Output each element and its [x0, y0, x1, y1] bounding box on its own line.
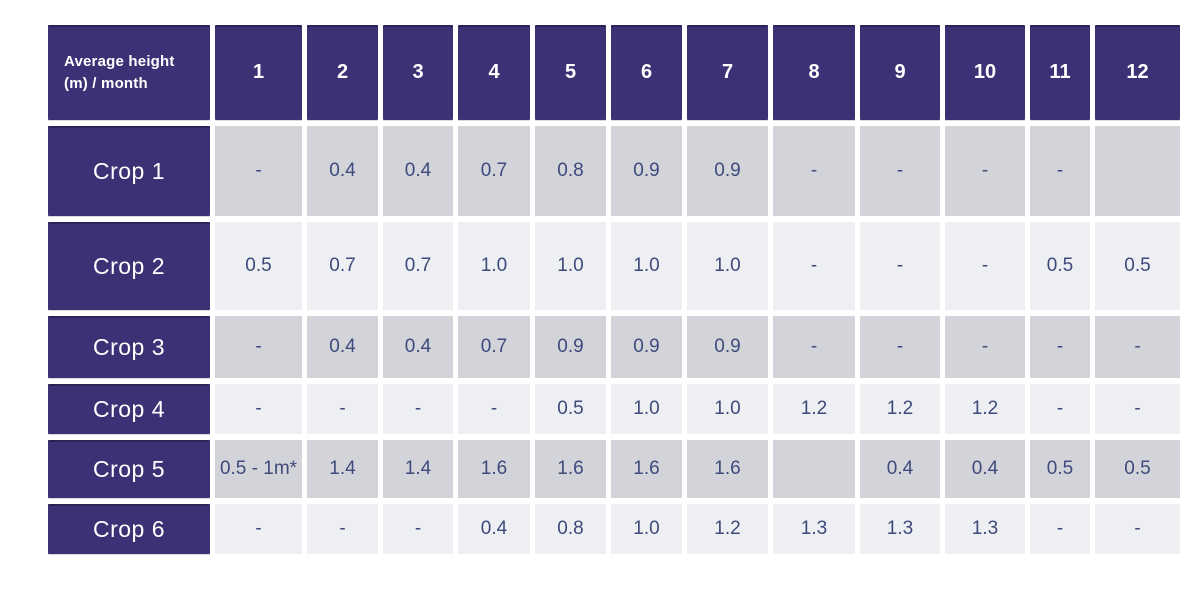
value-cell: 0.9 — [687, 316, 768, 378]
value-cell: 1.0 — [611, 222, 682, 310]
value-cell: - — [1030, 384, 1090, 434]
value-cell: - — [383, 504, 453, 554]
month-header: 6 — [611, 25, 682, 120]
value-cell: 0.4 — [860, 440, 940, 498]
value-cell: 0.5 — [1030, 222, 1090, 310]
row-label: Crop 1 — [48, 126, 210, 216]
value-cell: 0.7 — [458, 316, 530, 378]
value-cell: 0.5 — [1095, 440, 1180, 498]
value-cell: - — [860, 222, 940, 310]
value-cell: 1.3 — [773, 504, 855, 554]
value-cell: 0.7 — [383, 222, 453, 310]
value-cell — [1095, 126, 1180, 216]
value-cell: 0.4 — [383, 316, 453, 378]
row-label: Crop 6 — [48, 504, 210, 554]
value-cell: - — [945, 316, 1025, 378]
month-header: 10 — [945, 25, 1025, 120]
value-cell: 0.9 — [687, 126, 768, 216]
value-cell: - — [1095, 316, 1180, 378]
crop-height-table: Average height (m) / month 1 2 3 4 5 6 7… — [48, 25, 1180, 554]
value-cell: - — [860, 316, 940, 378]
value-cell: 1.4 — [307, 440, 378, 498]
value-cell: 0.4 — [307, 126, 378, 216]
value-cell: 1.3 — [945, 504, 1025, 554]
value-cell: 1.0 — [687, 384, 768, 434]
value-cell: 0.9 — [535, 316, 606, 378]
value-cell: 1.0 — [687, 222, 768, 310]
value-cell: 1.4 — [383, 440, 453, 498]
month-header: 9 — [860, 25, 940, 120]
value-cell: 0.5 — [1095, 222, 1180, 310]
value-cell: 0.7 — [458, 126, 530, 216]
value-cell: - — [1095, 384, 1180, 434]
value-cell: - — [215, 126, 302, 216]
month-header: 7 — [687, 25, 768, 120]
value-cell: 0.5 — [1030, 440, 1090, 498]
row-label: Crop 4 — [48, 384, 210, 434]
value-cell: - — [215, 384, 302, 434]
value-cell: 0.5 - 1m* — [215, 440, 302, 498]
value-cell: - — [1030, 316, 1090, 378]
month-header: 1 — [215, 25, 302, 120]
row-label: Crop 3 — [48, 316, 210, 378]
value-cell: 0.5 — [215, 222, 302, 310]
value-cell: - — [773, 222, 855, 310]
month-header: 2 — [307, 25, 378, 120]
value-cell: - — [307, 504, 378, 554]
value-cell: 0.4 — [458, 504, 530, 554]
value-cell: 1.2 — [687, 504, 768, 554]
value-cell: 0.4 — [945, 440, 1025, 498]
value-cell: 1.0 — [611, 384, 682, 434]
value-cell: - — [860, 126, 940, 216]
row-label: Crop 5 — [48, 440, 210, 498]
value-cell: 1.6 — [458, 440, 530, 498]
value-cell: 1.2 — [860, 384, 940, 434]
value-cell: 0.4 — [383, 126, 453, 216]
value-cell: 0.8 — [535, 126, 606, 216]
value-cell: - — [945, 126, 1025, 216]
value-cell: - — [773, 316, 855, 378]
value-cell: - — [1095, 504, 1180, 554]
value-cell: - — [215, 504, 302, 554]
value-cell: 0.9 — [611, 316, 682, 378]
value-cell: 1.6 — [611, 440, 682, 498]
value-cell: 1.2 — [773, 384, 855, 434]
value-cell: 0.5 — [535, 384, 606, 434]
value-cell: 0.8 — [535, 504, 606, 554]
month-header: 11 — [1030, 25, 1090, 120]
month-header: 3 — [383, 25, 453, 120]
month-header: 5 — [535, 25, 606, 120]
value-cell: - — [1030, 504, 1090, 554]
month-header: 12 — [1095, 25, 1180, 120]
value-cell: - — [1030, 126, 1090, 216]
value-cell: 1.0 — [458, 222, 530, 310]
value-cell — [773, 440, 855, 498]
value-cell: 1.2 — [945, 384, 1025, 434]
value-cell: - — [383, 384, 453, 434]
value-cell: 1.3 — [860, 504, 940, 554]
value-cell: - — [458, 384, 530, 434]
corner-header: Average height (m) / month — [48, 25, 210, 120]
value-cell: 1.6 — [535, 440, 606, 498]
value-cell: 0.9 — [611, 126, 682, 216]
row-label: Crop 2 — [48, 222, 210, 310]
month-header: 4 — [458, 25, 530, 120]
value-cell: - — [307, 384, 378, 434]
value-cell: - — [773, 126, 855, 216]
month-header: 8 — [773, 25, 855, 120]
value-cell: - — [945, 222, 1025, 310]
value-cell: 1.6 — [687, 440, 768, 498]
value-cell: 0.4 — [307, 316, 378, 378]
value-cell: - — [215, 316, 302, 378]
value-cell: 1.0 — [535, 222, 606, 310]
value-cell: 1.0 — [611, 504, 682, 554]
value-cell: 0.7 — [307, 222, 378, 310]
